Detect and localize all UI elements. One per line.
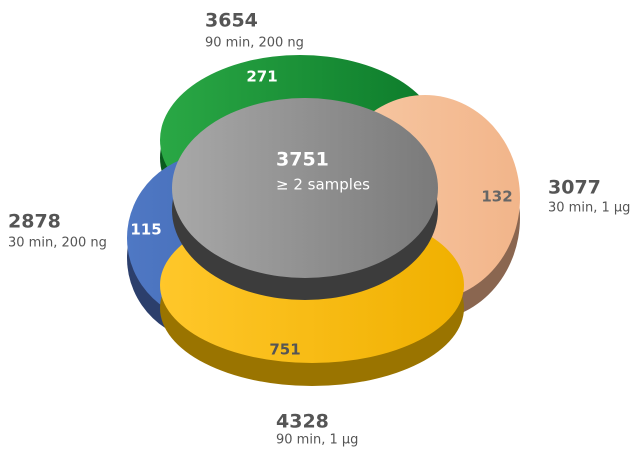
set-total: 2878 bbox=[8, 211, 61, 233]
unique-count: 115 bbox=[130, 221, 161, 239]
overlap-label: ≥ 2 samples bbox=[276, 176, 370, 194]
overlap-set bbox=[172, 98, 438, 278]
unique-count: 751 bbox=[269, 341, 300, 359]
set-condition: 90 min, 1 µg bbox=[276, 433, 358, 448]
overlap-count: 3751 bbox=[276, 149, 329, 171]
set-condition: 90 min, 200 ng bbox=[205, 36, 304, 51]
set-condition: 30 min, 1 µg bbox=[548, 201, 630, 216]
set-total: 3077 bbox=[548, 177, 601, 199]
set-total: 3654 bbox=[205, 10, 258, 32]
unique-count: 271 bbox=[246, 68, 277, 86]
unique-count: 132 bbox=[481, 188, 512, 206]
set-total: 4328 bbox=[276, 411, 329, 433]
shapes bbox=[127, 55, 520, 386]
set-condition: 30 min, 200 ng bbox=[8, 236, 107, 251]
